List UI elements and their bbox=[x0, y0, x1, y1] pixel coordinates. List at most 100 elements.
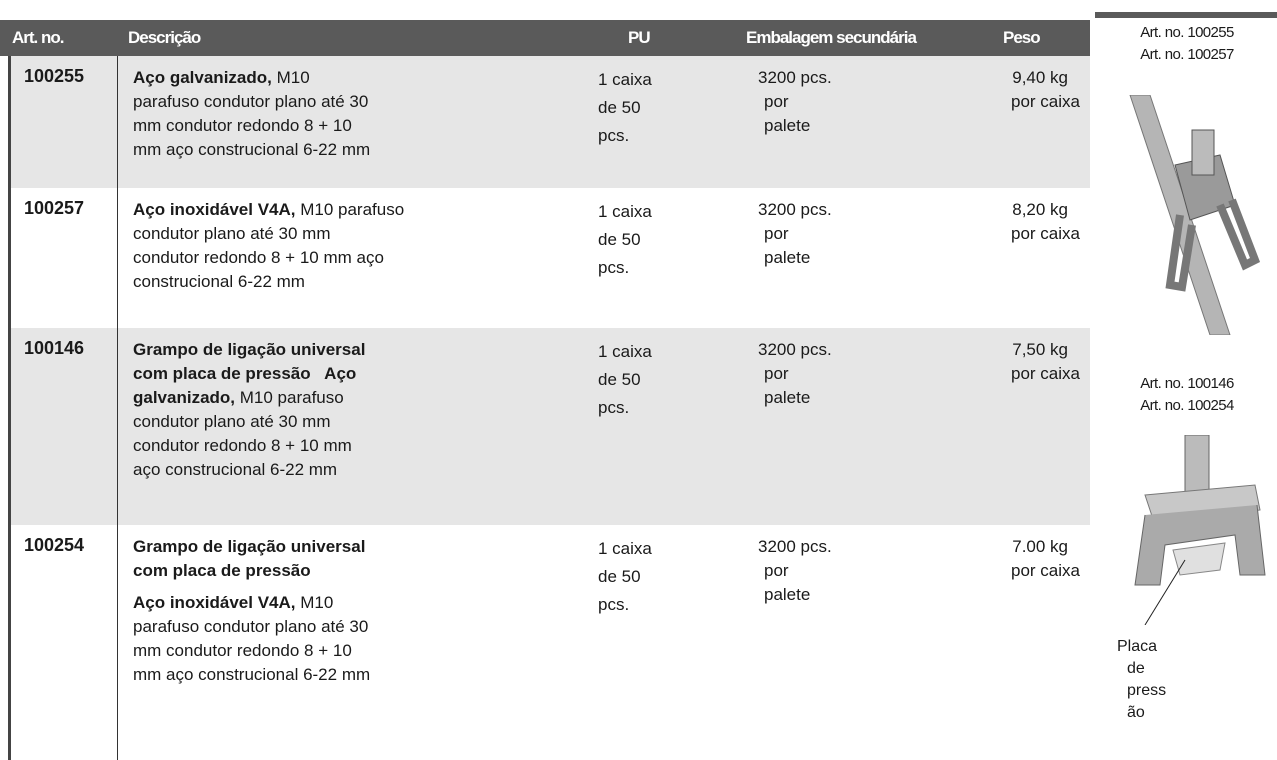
description: Aço inoxidável V4A, M10 parafuso condutor… bbox=[133, 198, 404, 294]
description-line: parafuso condutor plano até 30 bbox=[133, 615, 370, 639]
pu-line: de 50 bbox=[598, 567, 641, 586]
text-span: Aço galvanizado, bbox=[133, 68, 272, 87]
description-line: condutor redondo 8 + 10 mm bbox=[133, 434, 365, 458]
description-line: com placa de pressão bbox=[133, 559, 370, 583]
packaging-line: por bbox=[764, 364, 789, 383]
description-line: aço construcional 6-22 mm bbox=[133, 458, 365, 482]
packaging-line: por bbox=[764, 224, 789, 243]
product-image bbox=[1129, 95, 1261, 335]
image-caption: Art. no. 100255 Art. no. 100257 bbox=[1097, 22, 1277, 66]
header-bar bbox=[1095, 12, 1277, 18]
weight-line: por caixa bbox=[1011, 561, 1080, 580]
text-span: M10 bbox=[271, 68, 310, 87]
description-line: construcional 6-22 mm bbox=[133, 270, 404, 294]
pu-line: 1 caixa bbox=[598, 539, 652, 558]
table-header: Art. no. Descrição PU Embalagem secundár… bbox=[0, 20, 1090, 56]
caption-line: Art. no. 100254 bbox=[1140, 397, 1234, 414]
border bbox=[117, 56, 118, 760]
callout-line: press bbox=[1127, 682, 1167, 699]
packaging: 3200 pcs. por palete bbox=[758, 198, 832, 270]
packaging-line: 3200 pcs. bbox=[758, 340, 832, 359]
art-no: 100146 bbox=[24, 338, 85, 358]
text-span: mm condutor redondo 8 + 10 bbox=[133, 116, 352, 135]
text-span: condutor plano até 30 mm bbox=[133, 224, 331, 243]
text-span: M10 parafuso bbox=[235, 388, 344, 407]
pu-line: de 50 bbox=[598, 370, 641, 389]
pu: 1 caixa de 50 pcs. bbox=[598, 198, 652, 282]
description: Grampo de ligação universal com placa de … bbox=[133, 338, 365, 482]
product-image bbox=[1134, 435, 1266, 625]
packaging-line: por bbox=[764, 92, 789, 111]
weight-line: 8,20 kg bbox=[1012, 200, 1068, 219]
text-span: Aço inoxidável V4A, bbox=[133, 593, 296, 612]
pu-line: 1 caixa bbox=[598, 70, 652, 89]
weight-line: 7,50 kg bbox=[1012, 340, 1068, 359]
weight-line: por caixa bbox=[1011, 224, 1080, 243]
text-span: condutor plano até 30 mm bbox=[133, 412, 331, 431]
description-line: mm aço construcional 6-22 mm bbox=[133, 663, 370, 687]
description-line: Aço galvanizado, M10 bbox=[133, 66, 370, 90]
text-span: galvanizado, bbox=[133, 388, 236, 407]
text-span: com placa de pressão bbox=[133, 561, 311, 580]
text-span: M10 bbox=[295, 593, 334, 612]
header-weight: Peso bbox=[1003, 28, 1041, 47]
description: Aço galvanizado, M10 parafuso condutor pl… bbox=[133, 66, 370, 162]
packaging: 3200 pcs. por palete bbox=[758, 535, 832, 607]
pu-line: 1 caixa bbox=[598, 202, 652, 221]
packaging-line: 3200 pcs. bbox=[758, 200, 832, 219]
text-span: Aço inoxidável V4A, bbox=[133, 200, 296, 219]
packaging-line: palete bbox=[764, 248, 811, 267]
weight-line: por caixa bbox=[1011, 92, 1080, 111]
text-span: mm condutor redondo 8 + 10 bbox=[133, 641, 352, 660]
pu: 1 caixa de 50 pcs. bbox=[598, 66, 652, 150]
table-row: 100254 Grampo de ligação universal com pla… bbox=[8, 525, 1090, 760]
art-no: 100255 bbox=[24, 66, 85, 86]
description-line: com placa de pressão Aço bbox=[133, 362, 365, 386]
description-line: parafuso condutor plano até 30 bbox=[133, 90, 370, 114]
table-row: 100146 Grampo de ligação universal com pla… bbox=[8, 328, 1090, 525]
image-caption: Art. no. 100146 Art. no. 100254 bbox=[1097, 373, 1277, 417]
table-row: 100257 Aço inoxidável V4A, M10 parafuso co… bbox=[8, 188, 1090, 328]
weight: 7,50 kg por caixa bbox=[948, 338, 1080, 386]
callout: Placa de press ão bbox=[1117, 636, 1166, 724]
pu-line: pcs. bbox=[598, 126, 630, 145]
header-packaging: Embalagem secundária bbox=[746, 28, 917, 47]
description-line: condutor redondo 8 + 10 mm aço bbox=[133, 246, 404, 270]
text-span: mm aço construcional 6-22 mm bbox=[133, 140, 371, 159]
text-span: M10 parafuso bbox=[295, 200, 405, 219]
table-row: 100255 Aço galvanizado, M10 parafuso condu… bbox=[8, 56, 1090, 188]
caption-line: Art. no. 100146 bbox=[1140, 375, 1234, 392]
text-span: Grampo de ligação universal bbox=[133, 537, 366, 556]
weight: 8,20 kg por caixa bbox=[948, 198, 1080, 246]
pu-line: pcs. bbox=[598, 398, 630, 417]
pu-line: pcs. bbox=[598, 595, 630, 614]
pu-line: 1 caixa bbox=[598, 342, 652, 361]
description-line: Aço inoxidável V4A, M10 bbox=[133, 591, 370, 615]
weight: 9,40 kg por caixa bbox=[948, 66, 1080, 114]
packaging-line: por bbox=[764, 561, 789, 580]
description: Grampo de ligação universal com placa de … bbox=[133, 535, 370, 687]
description-line: Grampo de ligação universal bbox=[133, 338, 365, 362]
description-line: galvanizado, M10 parafuso bbox=[133, 386, 365, 410]
description-line: mm condutor redondo 8 + 10 bbox=[133, 639, 370, 663]
packaging-line: palete bbox=[764, 388, 811, 407]
art-no: 100254 bbox=[24, 535, 85, 555]
art-no: 100257 bbox=[24, 198, 85, 218]
description-line: Grampo de ligação universal bbox=[133, 535, 370, 559]
text-span: condutor redondo 8 + 10 mm aço bbox=[133, 248, 384, 267]
weight-line: 9,40 kg bbox=[1012, 68, 1068, 87]
border bbox=[8, 56, 11, 760]
pu-line: de 50 bbox=[598, 98, 641, 117]
header-art-no: Art. no. bbox=[12, 28, 64, 47]
callout-line: ão bbox=[1127, 704, 1145, 721]
packaging: 3200 pcs. por palete bbox=[758, 66, 832, 138]
text-span: construcional 6-22 mm bbox=[133, 272, 305, 291]
description-line: mm condutor redondo 8 + 10 bbox=[133, 114, 370, 138]
description-line: Aço inoxidável V4A, M10 parafuso bbox=[133, 198, 404, 222]
caption-line: Art. no. 100255 bbox=[1140, 24, 1234, 41]
text-span: com placa de pressão Aço bbox=[133, 364, 357, 383]
caption-line: Art. no. 100257 bbox=[1140, 46, 1234, 63]
callout-line: de bbox=[1127, 660, 1145, 677]
pu-line: de 50 bbox=[598, 230, 641, 249]
